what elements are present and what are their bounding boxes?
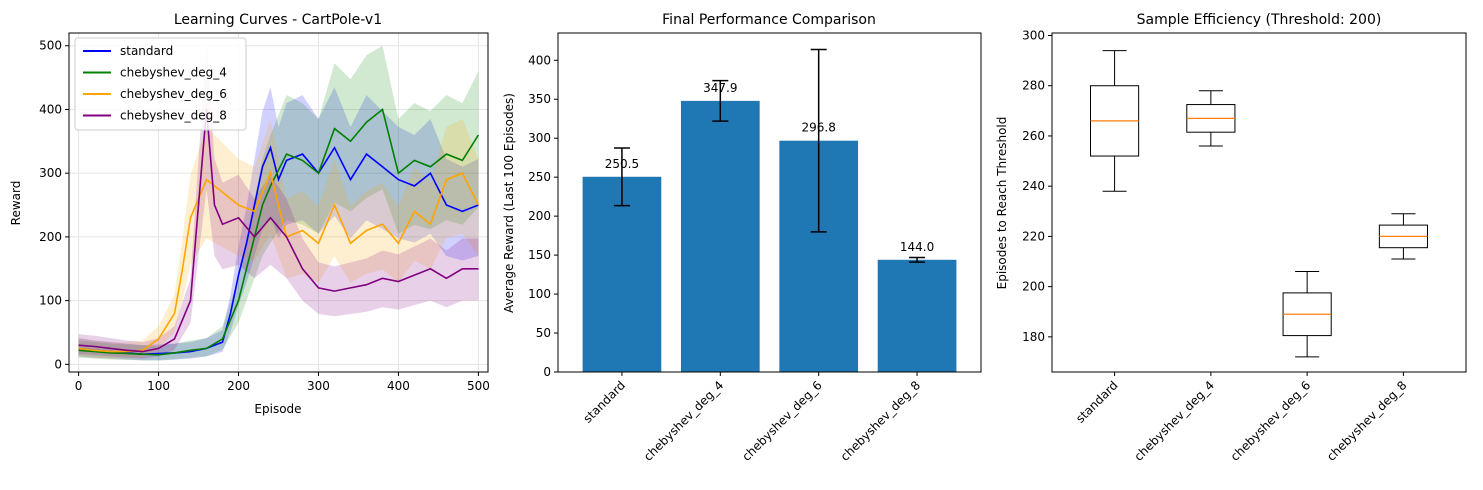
x-tick-label: 300 [307, 379, 330, 393]
error-bars [613, 48, 926, 263]
y-axis-label: Reward [9, 181, 23, 226]
legend-label: chebyshev_deg_6 [120, 87, 227, 101]
chart-title: Sample Efficiency (Threshold: 200) [1137, 12, 1382, 28]
confidence-band [78, 119, 479, 359]
y-tick-label: 300 [1022, 29, 1045, 43]
bar-value-label: 296.8 [802, 121, 836, 135]
x-tick-label: 200 [227, 379, 250, 393]
y-tick-label: 150 [528, 248, 551, 262]
y-tick-label: 500 [39, 39, 62, 53]
legend-label: chebyshev_deg_8 [120, 109, 227, 123]
bar-value-label: 347.9 [703, 81, 737, 95]
y-tick-label: 200 [528, 209, 551, 223]
y-tick-label: 220 [1022, 229, 1045, 243]
y-tick-label: 300 [39, 166, 62, 180]
chart-title: Final Performance Comparison [662, 12, 876, 28]
plot-area-frame [557, 32, 982, 373]
plot-area-frame [1051, 32, 1467, 373]
y-axis-label: Average Reward (Last 100 Episodes) [502, 93, 516, 313]
x-tick-label: 400 [387, 379, 410, 393]
bar-value-label: 144.0 [900, 240, 934, 254]
y-axis-ticks: 180 200 220 240 260 280 300 [1022, 29, 1052, 344]
y-tick-label: 400 [528, 53, 551, 67]
y-axis-ticks: 0 100 200 300 400 500 [39, 39, 69, 371]
x-tick-label: chebyshev_deg_8 [1324, 378, 1409, 463]
x-tick-label: chebyshev_deg_6 [739, 378, 824, 463]
bar-chebyshev_deg_8 [877, 259, 957, 372]
y-tick-label: 50 [536, 326, 551, 340]
bar-standard [582, 176, 662, 372]
y-tick-label: 100 [39, 294, 62, 308]
y-tick-label: 200 [1022, 280, 1045, 294]
y-tick-label: 240 [1022, 179, 1045, 193]
learning-curves-panel: Learning Curves - CartPole-v1 0 100 200 300… [9, 12, 490, 416]
y-tick-label: 300 [528, 131, 551, 145]
legend-label: standard [120, 44, 173, 58]
legend-box [74, 37, 247, 131]
series-line-chebyshev_deg_4 [78, 108, 480, 356]
y-tick-label: 0 [54, 357, 62, 371]
y-axis-label: Episodes to Reach Threshold [995, 117, 1009, 290]
x-tick-label: chebyshev_deg_4 [641, 378, 726, 463]
x-tick-label: standard [1073, 378, 1121, 426]
y-tick-label: 280 [1022, 79, 1045, 93]
confidence-band [78, 87, 479, 361]
series-line-standard [78, 145, 479, 356]
legend: standard chebyshev_deg_4 chebyshev_deg_6ch… [74, 37, 247, 131]
y-tick-label: 200 [39, 230, 62, 244]
y-tick-label: 180 [1022, 330, 1045, 344]
x-tick-label: chebyshev_deg_8 [838, 378, 923, 463]
legend-label: chebyshev_deg_4 [120, 66, 227, 80]
series-lines [78, 108, 480, 356]
bar-value-labels: 250.5 347.9 296.8 144.0 [605, 81, 934, 254]
final-performance-panel: Final Performance Comparison 250.5347.92… [502, 12, 982, 464]
y-tick-label: 350 [528, 92, 551, 106]
bars [582, 100, 957, 372]
x-tick-label: 0 [75, 379, 83, 393]
x-tick-label: 100 [147, 379, 170, 393]
x-tick-label: chebyshev_deg_6 [1228, 378, 1313, 463]
x-axis-ticks: standard chebyshev_deg_4 chebyshev_deg_6 ch… [581, 372, 923, 464]
bar-value-label: 250.5 [605, 157, 639, 171]
series-line-chebyshev_deg_8 [78, 109, 479, 353]
boxes [1090, 50, 1428, 358]
chart-title: Learning Curves - CartPole-v1 [174, 12, 382, 28]
x-tick-label: 500 [467, 379, 490, 393]
x-axis-ticks: 0 100 200 300 400 500 [75, 372, 490, 393]
bar-chebyshev_deg_4 [680, 100, 760, 372]
sample-efficiency-panel: Sample Efficiency (Threshold: 200) stand… [995, 12, 1467, 464]
plot-area-frame [68, 32, 489, 373]
series-line-chebyshev_deg_6 [78, 170, 480, 353]
x-axis-ticks: standard chebyshev_deg_4 chebyshev_deg_6 ch… [1073, 372, 1410, 464]
x-tick-label: standard [581, 378, 629, 426]
x-tick-label: chebyshev_deg_4 [1131, 378, 1216, 463]
y-axis-ticks: 0 50 100 150 200 250 300 350 400 [528, 53, 558, 379]
y-tick-label: 400 [39, 102, 62, 116]
y-tick-label: 250 [528, 170, 551, 184]
y-tick-label: 0 [543, 365, 551, 379]
y-tick-label: 100 [528, 287, 551, 301]
y-tick-label: 260 [1022, 129, 1045, 143]
x-axis-label: Episode [254, 402, 301, 416]
